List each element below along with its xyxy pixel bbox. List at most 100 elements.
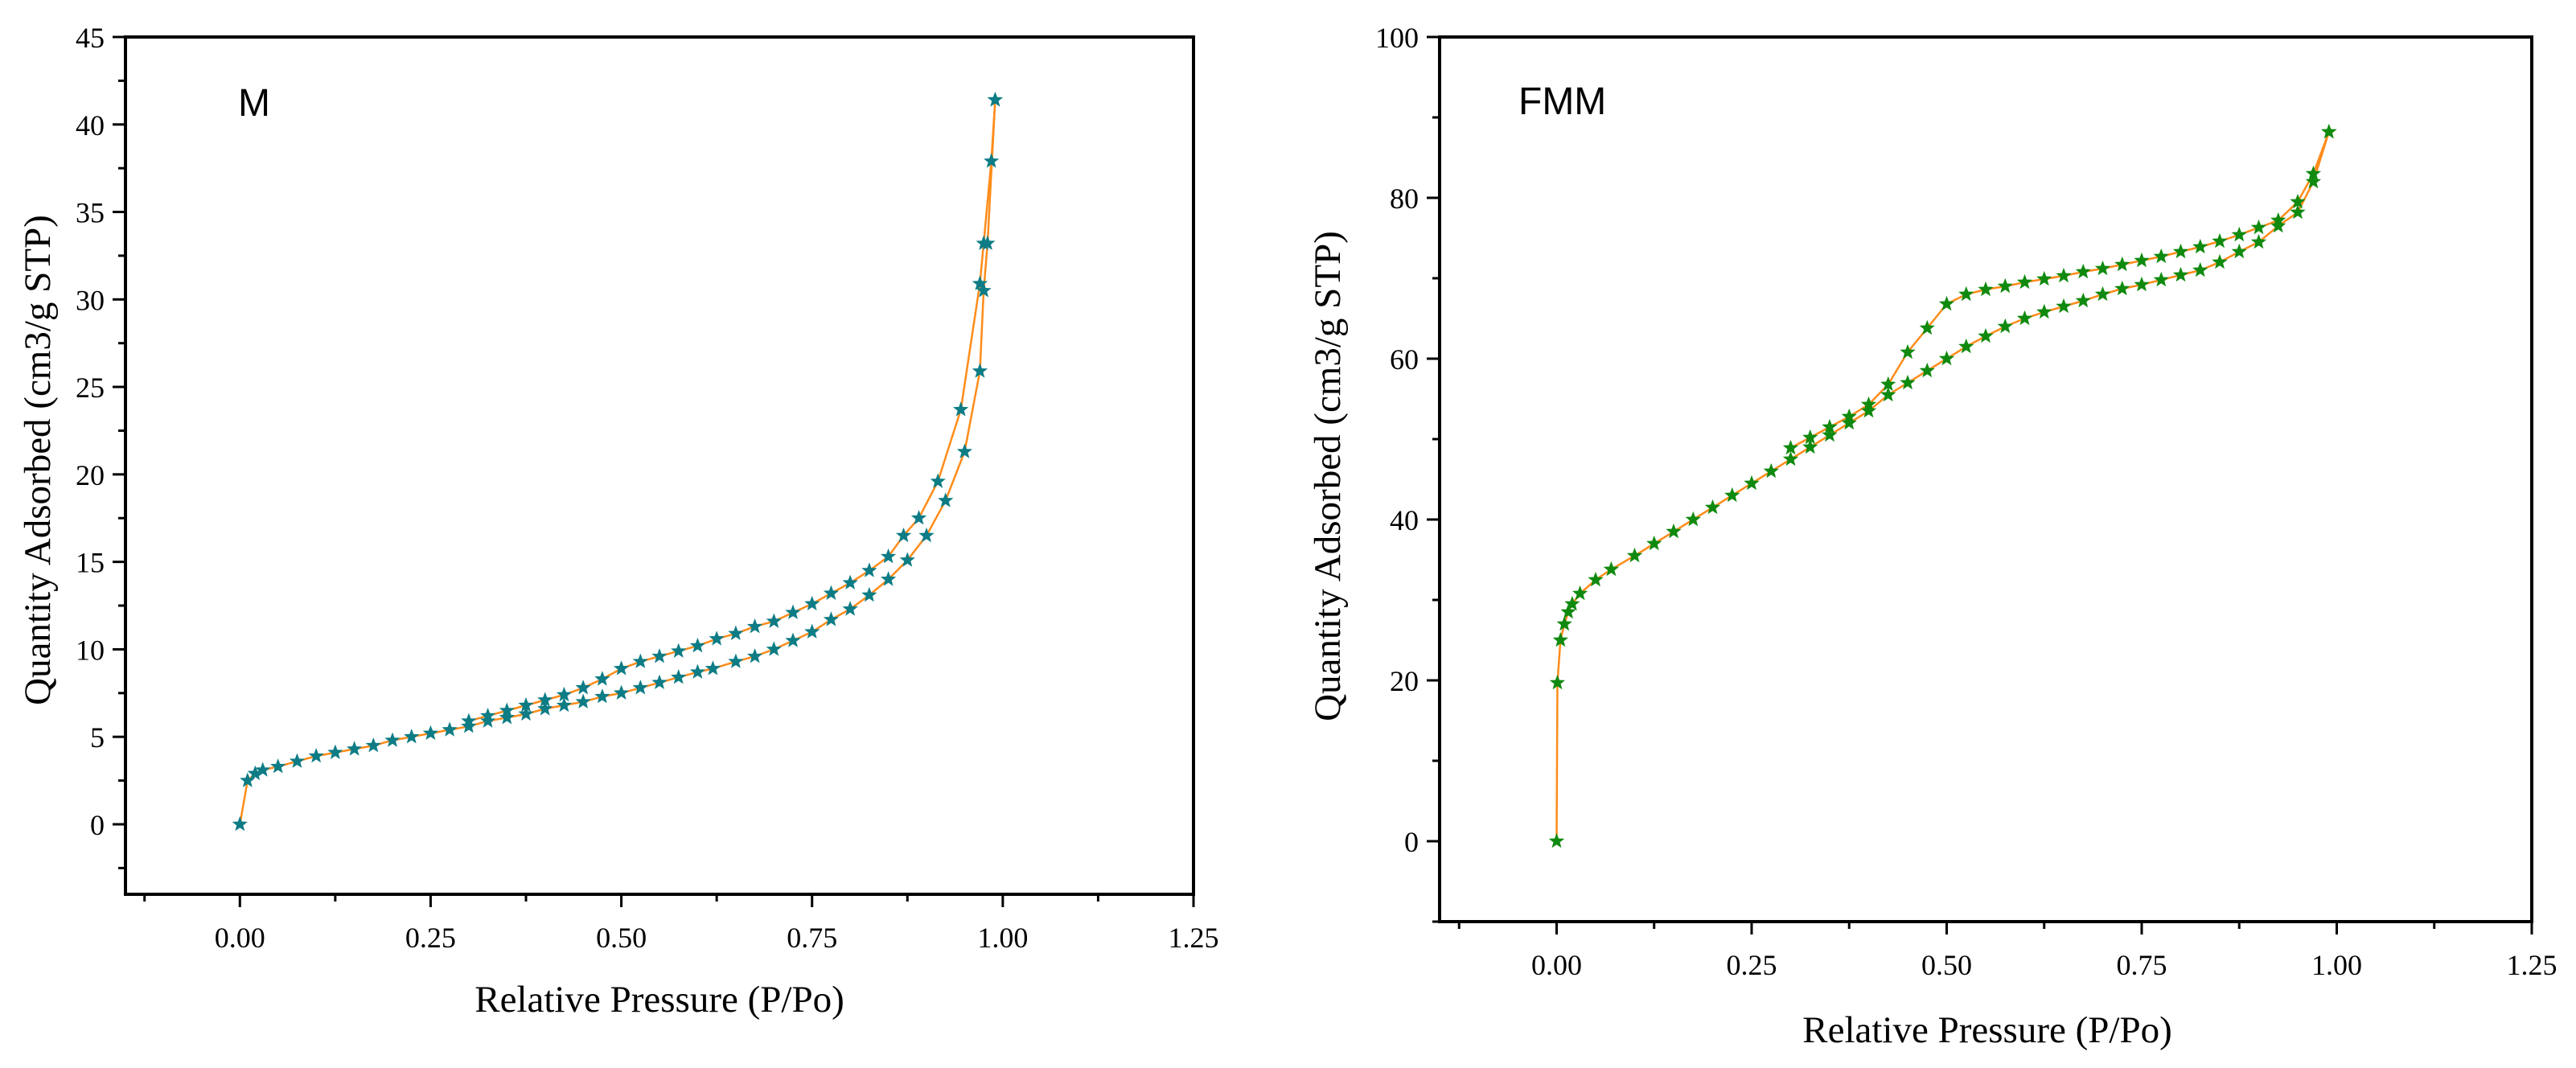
chart-panel-fmm: FMM Relative Pressure (P/Po) Quantity Ad… [1307,22,2558,1051]
data-point-desorption [1938,295,1955,311]
data-point-desorption [2016,273,2033,290]
data-point-adsorption [1552,631,1568,647]
y-tick-label: 40 [76,109,105,142]
data-point-desorption [785,604,801,619]
data-point-adsorption [1900,374,1916,390]
data-point-adsorption [2016,310,2033,326]
data-point-desorption [880,548,897,564]
data-point-desorption [953,401,969,417]
data-point-adsorption [1626,547,1643,563]
data-point-adsorption [689,663,706,679]
data-point-adsorption [1841,414,1857,430]
chart-panel-m: M Relative Pressure (P/Po) Quantity Adso… [17,22,1219,1021]
data-point-desorption [594,671,610,686]
data-point-desorption [2305,165,2322,181]
data-point-desorption [2192,238,2208,254]
data-point-adsorption [255,762,271,777]
data-point-adsorption [2192,261,2208,277]
data-point-adsorption [1938,350,1955,366]
y-tick-label: 30 [76,284,105,316]
data-point-adsorption [2114,280,2130,296]
data-point-adsorption [766,641,782,656]
data-point-adsorption [2231,243,2247,259]
data-point-desorption [2075,263,2091,279]
y-tick-label: 45 [76,22,105,54]
data-point-adsorption [976,282,992,298]
data-point-adsorption [2075,292,2091,308]
data-point-adsorption [2134,276,2150,292]
data-point-desorption [2172,243,2189,259]
panel-label: M [238,82,270,125]
x-tick-label: 1.00 [977,922,1028,954]
data-point-adsorption [823,611,840,626]
data-point-desorption [2290,193,2306,209]
y-tick-label: 15 [76,547,105,579]
data-point-desorption [972,275,988,290]
y-tick-label: 5 [90,721,105,754]
data-point-adsorption [1860,402,1877,418]
data-point-adsorption [479,713,496,728]
data-point-adsorption [918,527,935,543]
data-point-desorption [1782,439,1799,455]
x-tick-label: 1.00 [2311,949,2362,981]
data-point-adsorption [499,709,515,725]
data-point-adsorption [746,647,763,663]
data-point-adsorption [556,696,573,713]
data-point-adsorption [537,700,553,716]
data-point-desorption [728,625,744,641]
data-point-adsorption [2153,271,2169,287]
data-point-adsorption [1603,561,1620,577]
series-line-adsorption [1555,131,2330,842]
data-point-adsorption [728,653,744,668]
data-point-adsorption [880,571,897,586]
data-point-desorption [910,510,927,525]
data-point-adsorption [2305,173,2322,189]
data-point-desorption [2056,267,2072,283]
data-point-adsorption [346,741,363,756]
data-point-adsorption [2250,233,2267,249]
data-point-desorption [2250,219,2267,235]
data-point-desorption [2134,252,2150,268]
y-tick-label: 10 [76,634,105,666]
data-point-adsorption [1560,603,1576,619]
data-point-adsorption [1666,523,1682,539]
y-tick-label: 20 [1390,665,1419,697]
data-point-adsorption [1919,362,1935,378]
data-point-adsorption [2094,285,2111,302]
x-tick-label: 0.75 [787,922,837,954]
y-tick-label: 60 [1390,343,1419,376]
data-point-adsorption [1822,426,1838,442]
data-point-desorption [1860,396,1877,412]
data-point-adsorption [705,660,721,676]
data-point-adsorption [2270,217,2286,233]
data-point-adsorption [2036,303,2052,319]
y-tick-label: 0 [90,809,105,841]
data-point-desorption [632,653,648,668]
data-point-adsorption [613,684,630,700]
data-point-desorption [556,686,573,702]
data-point-desorption [1997,277,2013,294]
y-tick-label: 40 [1390,504,1419,536]
data-point-adsorption [1978,327,1994,343]
data-point-desorption [930,473,946,488]
data-point-desorption [613,660,630,676]
data-point-desorption [709,631,725,646]
data-point-adsorption [842,601,858,616]
data-point-adsorption [594,688,610,704]
data-point-desorption [861,562,877,577]
data-point-desorption [1958,285,1974,302]
data-point-adsorption [1997,318,2013,334]
data-point-adsorption [956,443,973,458]
data-point-desorption [2212,232,2228,249]
x-tick-label: 0.00 [215,922,265,954]
data-point-adsorption [1588,571,1604,587]
data-point-adsorption [575,693,591,709]
data-point-adsorption [861,586,877,602]
data-point-desorption [2094,260,2111,276]
data-point-desorption [823,585,840,601]
data-point-desorption [1919,319,1935,335]
data-point-adsorption [2056,298,2072,314]
data-point-desorption [987,92,1003,107]
